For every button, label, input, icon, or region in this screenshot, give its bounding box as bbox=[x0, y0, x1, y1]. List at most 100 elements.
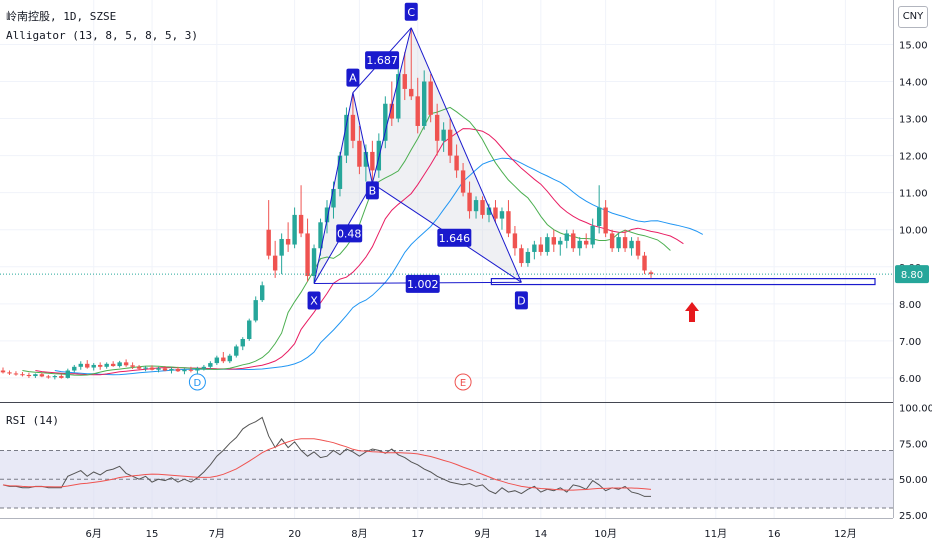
candle bbox=[13, 371, 19, 376]
candle-body bbox=[169, 369, 174, 371]
candle-body bbox=[331, 188, 336, 208]
candle-body bbox=[46, 376, 51, 378]
candle bbox=[266, 200, 271, 260]
candle-body bbox=[279, 238, 284, 256]
rsi-tick-label: 75.00 bbox=[899, 439, 928, 450]
alligator-indicator bbox=[22, 106, 704, 376]
candle bbox=[551, 229, 556, 252]
pattern-point-a-bg bbox=[346, 68, 360, 87]
candle bbox=[169, 367, 174, 374]
candle bbox=[123, 359, 129, 367]
rsi-tick-label: 100.00 bbox=[899, 403, 932, 414]
candle-body bbox=[473, 200, 479, 212]
event-marker-label: E bbox=[460, 378, 466, 389]
candle-body bbox=[318, 222, 323, 249]
candle bbox=[571, 229, 576, 252]
candle-body bbox=[629, 240, 634, 249]
candle bbox=[227, 353, 232, 364]
candle bbox=[253, 296, 258, 323]
candle-body bbox=[402, 74, 407, 89]
candle bbox=[188, 366, 194, 373]
candle-body bbox=[337, 155, 343, 189]
candle bbox=[143, 366, 148, 372]
candle-body bbox=[13, 373, 19, 375]
ratio-xab-bg bbox=[336, 224, 363, 243]
candle-body bbox=[577, 240, 582, 249]
pattern-point-a: A bbox=[346, 68, 360, 87]
candle-body bbox=[214, 357, 220, 364]
time-tick-label: 8月 bbox=[351, 528, 367, 540]
candle bbox=[441, 122, 446, 152]
candle-body bbox=[622, 237, 628, 249]
up-arrow-icon bbox=[685, 302, 699, 322]
event-marker-label: D bbox=[194, 378, 202, 389]
pattern-leg-cd bbox=[410, 27, 522, 283]
candle bbox=[272, 240, 278, 278]
harmonic-pattern[interactable]: X A B C D 0.48 1.687 1.646 1.002 bbox=[307, 2, 876, 310]
candle bbox=[65, 368, 70, 379]
candle bbox=[635, 237, 641, 260]
candle-body bbox=[467, 192, 472, 212]
price-tick-label: 11.00 bbox=[899, 189, 928, 200]
candle-body bbox=[85, 363, 90, 368]
candle-body bbox=[117, 362, 122, 367]
pattern-leg-xa bbox=[313, 92, 354, 284]
candle-body bbox=[409, 88, 414, 97]
price-axis: 15.0014.0013.0012.0011.0010.009.008.007.… bbox=[0, 40, 932, 522]
candle-body bbox=[486, 207, 492, 215]
candle-body bbox=[240, 339, 245, 347]
candle-body bbox=[98, 364, 103, 367]
candle-body bbox=[260, 285, 265, 301]
candle-body bbox=[422, 81, 427, 126]
pattern-point-d-text: D bbox=[517, 294, 525, 307]
candle-body bbox=[221, 357, 226, 362]
candle bbox=[590, 218, 595, 249]
candle-body bbox=[383, 103, 388, 141]
candle bbox=[363, 144, 369, 182]
candle bbox=[622, 229, 628, 252]
pattern-point-c-bg bbox=[404, 2, 418, 21]
candle bbox=[117, 360, 122, 368]
ratio-bcd-bg bbox=[437, 228, 472, 247]
candle-body bbox=[571, 233, 576, 249]
currency-button[interactable]: CNY bbox=[898, 6, 928, 28]
candle bbox=[603, 200, 608, 238]
candle-body bbox=[175, 369, 181, 372]
candle bbox=[208, 361, 213, 369]
candle bbox=[584, 233, 589, 249]
candle bbox=[324, 200, 330, 234]
candle bbox=[305, 218, 310, 282]
candle-body bbox=[454, 155, 459, 171]
price-tick-label: 8.00 bbox=[899, 300, 921, 311]
target-zone bbox=[490, 278, 876, 286]
candle bbox=[402, 51, 407, 101]
candle-body bbox=[519, 248, 524, 264]
candle-body bbox=[208, 363, 213, 367]
pattern-point-b-text: B bbox=[369, 184, 377, 197]
candle-body bbox=[52, 376, 58, 378]
candle-body bbox=[564, 233, 569, 241]
time-tick-label: 12月 bbox=[834, 528, 857, 540]
candle-body bbox=[247, 320, 252, 340]
indicator-legend: Alligator (13, 8, 5, 8, 5, 3) bbox=[6, 29, 199, 42]
candle bbox=[33, 373, 38, 378]
candle-body bbox=[91, 364, 96, 368]
candle bbox=[422, 70, 427, 130]
candle-body bbox=[104, 363, 109, 367]
candle-body bbox=[603, 207, 608, 234]
time-tick-label: 10月 bbox=[594, 528, 617, 540]
candle bbox=[78, 361, 83, 370]
candle bbox=[214, 355, 220, 365]
candle-body bbox=[499, 211, 505, 219]
candle-body bbox=[136, 366, 142, 369]
rsi-legend: RSI (14) bbox=[6, 414, 59, 427]
candle-body bbox=[447, 129, 453, 156]
alligator-teeth bbox=[35, 128, 684, 376]
candle-body bbox=[143, 367, 148, 369]
pattern-point-c: C bbox=[404, 2, 418, 21]
pattern-leg-bc bbox=[371, 27, 412, 184]
candle bbox=[415, 77, 420, 134]
time-tick-label: 7月 bbox=[209, 528, 225, 540]
